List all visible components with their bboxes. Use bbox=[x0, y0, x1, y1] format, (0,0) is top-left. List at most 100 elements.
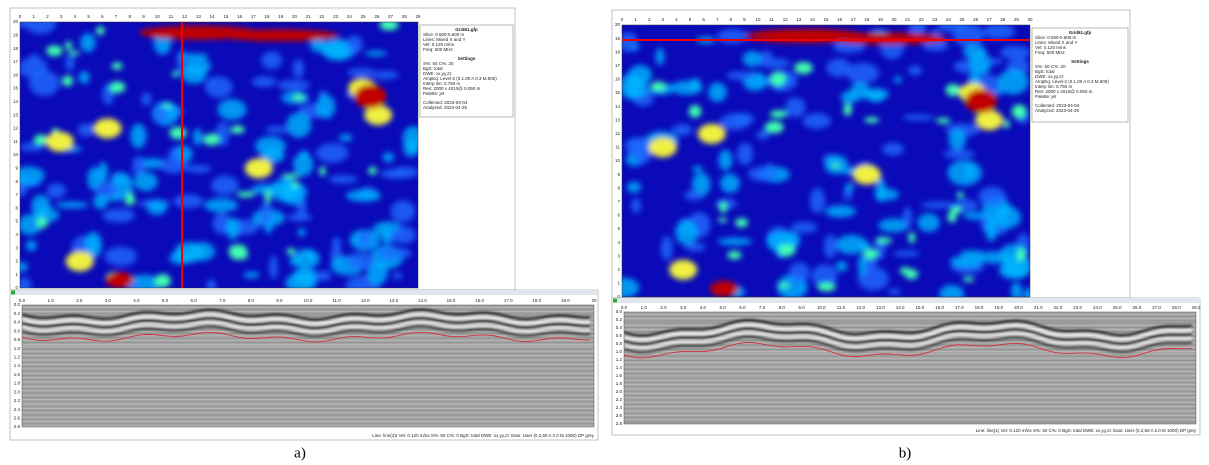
radar-x-tick-label: 3.0 bbox=[680, 305, 687, 310]
blob bbox=[316, 143, 348, 163]
blob bbox=[843, 103, 851, 115]
map-x-tick-label: 29 bbox=[415, 14, 421, 19]
depth-tick-label: 0.4 bbox=[14, 320, 21, 325]
depth-tick-label: 0.8 bbox=[14, 337, 21, 342]
blob bbox=[794, 62, 813, 74]
radar-x-tick-label: 5.0 bbox=[162, 298, 169, 303]
blob bbox=[836, 261, 848, 272]
map-y-tick-label: 20 bbox=[13, 19, 19, 24]
blob bbox=[332, 237, 341, 248]
depth-tick-label: 1.4 bbox=[14, 363, 21, 368]
blob bbox=[756, 130, 769, 140]
radar-x-tick-label: 10.0 bbox=[304, 298, 313, 303]
blob bbox=[79, 71, 90, 84]
blob bbox=[126, 192, 135, 206]
radar-x-tick-label: 15.0 bbox=[915, 305, 924, 310]
blob bbox=[226, 217, 239, 239]
blob bbox=[778, 244, 795, 256]
radar-x-tick-label: 20 bbox=[591, 298, 597, 303]
map-x-tick-label: 17 bbox=[851, 17, 857, 22]
heatmap bbox=[609, 15, 1037, 303]
blob bbox=[203, 134, 220, 145]
blob bbox=[265, 126, 291, 133]
depth-tick-label: 0.6 bbox=[14, 328, 21, 333]
settings-title: Settings bbox=[458, 56, 476, 61]
map-y-tick-label: 10 bbox=[13, 152, 19, 157]
blob bbox=[631, 198, 641, 213]
blob bbox=[875, 237, 892, 243]
radar-x-tick-label: 16.0 bbox=[475, 298, 484, 303]
radar-x-tick-label: 6.0 bbox=[739, 305, 746, 310]
blob bbox=[281, 174, 300, 179]
depth-tick-label: 2.8 bbox=[14, 424, 21, 429]
blob bbox=[243, 272, 260, 279]
blob bbox=[735, 218, 748, 227]
blob bbox=[770, 72, 786, 86]
depth-tick-label: 1.2 bbox=[14, 354, 21, 359]
blob bbox=[864, 117, 879, 123]
blob bbox=[154, 274, 170, 287]
depth-tick-label: 1.4 bbox=[616, 365, 623, 370]
heatmap bbox=[7, 11, 425, 297]
blob bbox=[689, 78, 701, 91]
blob bbox=[758, 58, 790, 68]
radar-x-tick-label: 27.0 bbox=[1152, 305, 1161, 310]
blob bbox=[894, 76, 902, 83]
blob bbox=[992, 206, 1021, 228]
map-x-tick-label: 26 bbox=[374, 14, 380, 19]
blob bbox=[1012, 105, 1027, 119]
settings-title: Settings bbox=[1071, 59, 1089, 64]
blob bbox=[791, 222, 817, 233]
blob bbox=[109, 82, 125, 94]
blob bbox=[26, 240, 37, 251]
map-y-tick-label: 13 bbox=[13, 112, 19, 117]
blob bbox=[675, 220, 698, 245]
blob bbox=[287, 248, 296, 255]
radargram bbox=[624, 312, 1196, 424]
blob bbox=[717, 29, 748, 43]
blob bbox=[147, 200, 167, 215]
blob bbox=[779, 283, 790, 289]
radar-x-tick-label: 9.0 bbox=[276, 298, 283, 303]
blob bbox=[80, 33, 96, 52]
depth-tick-label: 0.2 bbox=[14, 311, 21, 316]
blob bbox=[737, 143, 753, 165]
blob bbox=[689, 105, 702, 117]
radar-x-tick-label: 17.0 bbox=[504, 298, 513, 303]
map-x-tick-label: 24 bbox=[946, 17, 952, 22]
depth-tick-label: 0.6 bbox=[616, 333, 623, 338]
blob bbox=[286, 113, 311, 138]
blob bbox=[810, 188, 825, 214]
blob bbox=[204, 198, 238, 212]
blob bbox=[975, 110, 1003, 130]
depth-tick-label: 1.0 bbox=[14, 346, 21, 351]
map-x-tick-label: 12 bbox=[182, 14, 188, 19]
blob bbox=[346, 35, 363, 53]
blob bbox=[803, 113, 831, 129]
blob bbox=[229, 244, 248, 257]
blob bbox=[56, 202, 89, 209]
blob bbox=[46, 45, 62, 56]
blob bbox=[217, 99, 246, 120]
blob bbox=[661, 236, 673, 260]
blob-red bbox=[219, 29, 339, 41]
blob bbox=[78, 123, 94, 136]
blob bbox=[134, 172, 158, 191]
radar-x-tick-label: 13.0 bbox=[389, 298, 398, 303]
blob bbox=[826, 58, 851, 77]
depth-tick-label: 0.0 bbox=[616, 309, 623, 314]
map-x-tick-label: 13 bbox=[196, 14, 202, 19]
blob-red bbox=[827, 33, 947, 45]
map-x-tick-label: 19 bbox=[278, 14, 284, 19]
blob bbox=[1017, 248, 1025, 262]
map-y-tick-label: 13 bbox=[615, 117, 621, 122]
map-y-tick-label: 16 bbox=[13, 72, 19, 77]
map-x-tick-label: 28 bbox=[1000, 17, 1006, 22]
map-y-tick-label: 10 bbox=[615, 158, 621, 163]
blob bbox=[785, 97, 805, 117]
blob bbox=[846, 63, 879, 84]
blob bbox=[68, 51, 80, 55]
blob bbox=[983, 24, 1015, 40]
radar-x-tick-label: 13.0 bbox=[876, 305, 885, 310]
figure: 0123456789101112131415161718192021222324… bbox=[0, 0, 1209, 465]
